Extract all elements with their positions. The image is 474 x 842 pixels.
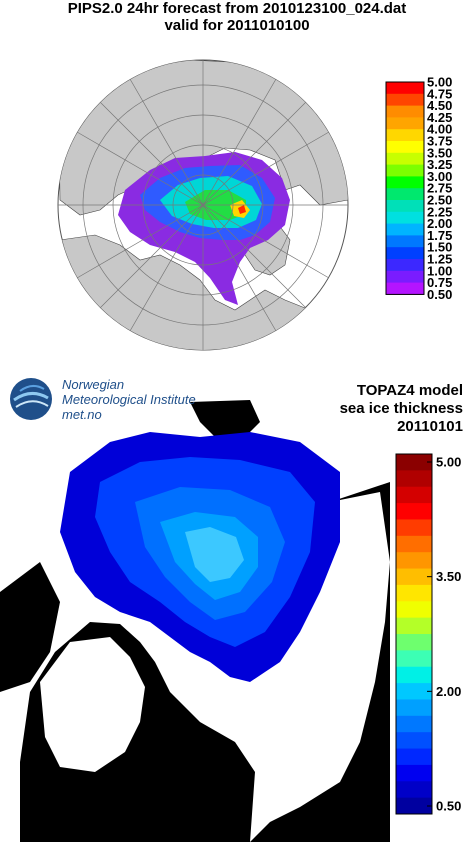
logo-line1: Norwegian xyxy=(62,377,125,392)
topaz-colorbar-label: 2.00 xyxy=(436,684,461,699)
topaz-subtitle: sea ice thickness xyxy=(339,400,463,417)
pips-colorbar-label: 1.75 xyxy=(427,228,452,243)
pips-colorbar-swatch xyxy=(386,82,424,95)
pips-colorbar-label: 4.25 xyxy=(427,110,452,125)
topaz-colorbar-label: 3.50 xyxy=(436,569,461,584)
topaz-colorbar-label: 5.00 xyxy=(436,455,461,470)
pips-colorbar-label: 4.75 xyxy=(427,86,452,101)
topaz-map-svg: 5.00 3.50 2.00 0.50 xyxy=(0,362,474,842)
pips-colorbar-label: 2.25 xyxy=(427,204,452,219)
topaz-colorbar-swatch xyxy=(396,454,432,471)
pips-colorbar: 5.004.754.504.254.003.753.503.253.002.75… xyxy=(385,75,452,302)
topaz-colorbar: 5.00 3.50 2.00 0.50 xyxy=(395,453,461,815)
topaz-colorbar-swatch xyxy=(396,797,432,815)
pips-colorbar-label: 0.75 xyxy=(427,275,452,290)
logo-line3: met.no xyxy=(62,407,102,422)
pips-ice-red xyxy=(238,205,246,214)
topaz-colorbar-swatch xyxy=(396,503,432,520)
topaz-colorbar-swatch xyxy=(396,584,432,602)
pips-colorbar-swatch xyxy=(386,105,424,118)
pips-colorbar-label: 4.50 xyxy=(427,98,452,113)
pips-colorbar-label: 2.50 xyxy=(427,193,452,208)
pips-colorbar-label: 0.50 xyxy=(427,287,452,302)
topaz-land-north xyxy=(190,400,260,442)
pips-colorbar-swatch xyxy=(386,247,424,260)
topaz-colorbar-swatch xyxy=(396,568,432,586)
pips-colorbar-swatch xyxy=(386,211,424,225)
pips-colorbar-swatch xyxy=(386,282,424,295)
topaz-colorbar-swatch xyxy=(396,764,432,782)
pips-map-svg: 5.004.754.504.254.003.753.503.253.002.75… xyxy=(57,59,452,351)
topaz-colorbar-swatch xyxy=(396,732,432,750)
topaz-colorbar-swatch xyxy=(396,486,432,504)
pips-colorbar-swatch xyxy=(386,188,424,201)
pips-colorbar-swatch xyxy=(386,141,424,154)
topaz-colorbar-swatch xyxy=(396,748,432,766)
pips-colorbar-swatch xyxy=(386,93,424,107)
topaz-land-greenland xyxy=(0,562,60,692)
topaz-colorbar-swatch xyxy=(396,650,432,668)
pips-colorbar-swatch xyxy=(386,223,424,236)
topaz-colorbar-swatch xyxy=(396,634,432,651)
pips-colorbar-swatch xyxy=(386,164,424,177)
topaz-colorbar-label: 0.50 xyxy=(436,799,461,814)
topaz-colorbar-swatch xyxy=(396,617,432,635)
pips-colorbar-swatch xyxy=(386,235,424,248)
pips-colorbar-label: 2.00 xyxy=(427,216,452,231)
topaz-colorbar-swatch xyxy=(396,699,432,717)
topaz-colorbar-swatch xyxy=(396,470,432,488)
topaz-title-block: TOPAZ4 model sea ice thickness 20110101 xyxy=(340,382,463,436)
pips-colorbar-label: 3.75 xyxy=(427,134,452,149)
pips-colorbar-label: 3.25 xyxy=(427,157,452,172)
topaz-colorbar-swatch xyxy=(396,535,432,553)
topaz-ice-cyan xyxy=(185,527,244,582)
topaz-title: TOPAZ4 model xyxy=(356,382,463,399)
pips-map-content xyxy=(58,60,348,350)
pips-panel: PIPS2.0 24hr forecast from 2010123100_02… xyxy=(0,0,474,362)
topaz-colorbar-swatch xyxy=(396,683,432,700)
pips-colorbar-swatch xyxy=(386,129,424,142)
pips-colorbar-swatch xyxy=(386,117,424,130)
logo-line2: Meteorological Institute xyxy=(62,392,196,407)
pips-subtitle: valid for 2011010100 xyxy=(164,17,310,34)
topaz-land-america xyxy=(250,482,390,842)
pips-colorbar-swatch xyxy=(386,200,424,213)
topaz-colorbar-swatch xyxy=(396,601,432,619)
pips-colorbar-frame xyxy=(385,81,425,295)
pips-colorbar-label: 3.50 xyxy=(427,145,452,160)
pips-colorbar-label: 2.75 xyxy=(427,181,452,196)
pips-colorbar-label: 1.25 xyxy=(427,252,452,267)
pips-colorbar-swatch xyxy=(386,270,424,284)
topaz-colorbar-frame xyxy=(395,453,433,815)
pips-colorbar-swatch xyxy=(386,152,424,166)
pips-title: PIPS2.0 24hr forecast from 2010123100_02… xyxy=(67,0,407,17)
pips-colorbar-label: 3.00 xyxy=(427,169,452,184)
pips-colorbar-swatch xyxy=(386,259,424,272)
topaz-colorbar-swatch xyxy=(396,519,432,537)
topaz-colorbar-swatch xyxy=(396,715,432,733)
pips-colorbar-label: 4.00 xyxy=(427,122,452,137)
topaz-colorbar-swatch xyxy=(396,552,432,570)
topaz-panel: 5.00 3.50 2.00 0.50 Norwegian Meteorologica… xyxy=(0,362,474,842)
topaz-greenland-white xyxy=(40,637,145,772)
pips-colorbar-label: 1.00 xyxy=(427,263,452,278)
pips-colorbar-label: 5.00 xyxy=(427,75,452,90)
topaz-colorbar-swatch xyxy=(396,781,432,799)
met-no-logo: Norwegian Meteorological Institute met.n… xyxy=(8,374,198,426)
pips-colorbar-label: 1.50 xyxy=(427,240,452,255)
pips-colorbar-swatch xyxy=(386,176,424,189)
pips-graticule xyxy=(58,60,348,350)
globe-logo-icon xyxy=(10,378,52,420)
topaz-colorbar-swatch xyxy=(396,666,432,684)
topaz-date: 20110101 xyxy=(397,418,463,435)
